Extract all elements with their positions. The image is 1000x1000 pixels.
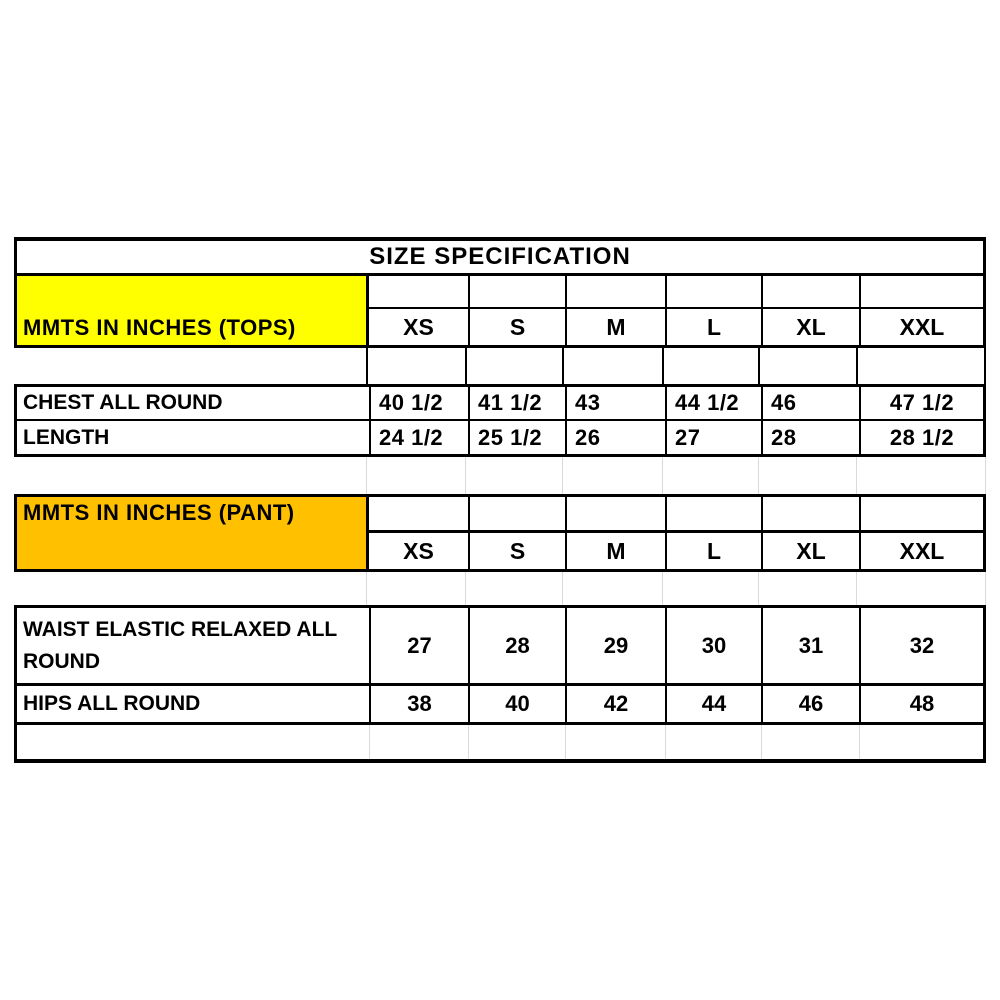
value-cell: 25 1/2: [468, 421, 565, 454]
value-cell: 28 1/2: [859, 421, 983, 454]
empty-cell: [662, 348, 758, 384]
pant-size-header: S: [468, 533, 565, 569]
empty-cell: [369, 276, 468, 309]
value-cell: 26: [565, 421, 665, 454]
empty-cell: [859, 497, 983, 533]
tops-measurements-block: CHEST ALL ROUND 40 1/2 41 1/2 43 44 1/2 …: [14, 384, 986, 457]
empty-cell: [468, 497, 565, 533]
empty-cell: [859, 725, 983, 759]
value-cell: 29: [565, 608, 665, 686]
empty-cell: [565, 276, 665, 309]
tops-size-header: L: [665, 309, 761, 345]
value-cell: 47 1/2: [859, 387, 983, 421]
value-cell: 40 1/2: [369, 387, 468, 421]
empty-cell: [565, 497, 665, 533]
spacer-row: [14, 457, 986, 494]
empty-cell: [366, 572, 465, 605]
pant-size-header: XS: [403, 537, 434, 564]
empty-cell: [859, 276, 983, 309]
value-cell: 41 1/2: [468, 387, 565, 421]
spacer-row: [14, 348, 986, 384]
tops-size-header: XS: [403, 313, 434, 340]
spacer-row: [14, 572, 986, 605]
tops-size-header: XL: [761, 309, 859, 345]
pant-size-header: L: [665, 533, 761, 569]
pant-section-label: MMTS IN INCHES (PANT): [17, 497, 369, 569]
row-label: HIPS ALL ROUND: [17, 686, 369, 725]
empty-cell: [665, 497, 761, 533]
empty-cell: [758, 457, 856, 494]
empty-cell: [758, 572, 856, 605]
empty-cell: [14, 572, 366, 605]
empty-cell: [662, 572, 758, 605]
row-label: LENGTH: [23, 425, 110, 449]
value-cell: 44 1/2: [665, 387, 761, 421]
empty-cell: [665, 276, 761, 309]
empty-cell: [465, 457, 562, 494]
value-cell: 48: [859, 686, 983, 725]
tops-size-header: S: [468, 309, 565, 345]
value-cell: 38: [369, 686, 468, 725]
empty-cell: [662, 457, 758, 494]
empty-cell: [562, 572, 662, 605]
value-cell: 46: [761, 686, 859, 725]
value-cell: 46: [761, 387, 859, 421]
empty-cell: [562, 348, 662, 384]
empty-cell: [761, 725, 859, 759]
pant-measurements-block: WAIST ELASTIC RELAXED ALL ROUND 27 28 29…: [14, 605, 986, 763]
empty-cell: [465, 348, 562, 384]
empty-cell: [562, 457, 662, 494]
value-cell: 44: [665, 686, 761, 725]
row-label: CHEST ALL ROUND: [17, 387, 369, 421]
pant-size-header: XXL: [859, 533, 983, 569]
tops-header-block: SIZE SPECIFICATION MMTS IN INCHES (TOPS)…: [14, 237, 986, 348]
empty-cell: [369, 725, 468, 759]
tops-section-label: MMTS IN INCHES (TOPS): [17, 276, 369, 345]
empty-cell: [565, 725, 665, 759]
page-title: SIZE SPECIFICATION: [17, 241, 983, 276]
empty-cell: [468, 725, 565, 759]
empty-cell: [761, 497, 859, 533]
tops-size-header: M: [565, 309, 665, 345]
value-cell: 27: [665, 421, 761, 454]
value-cell: 27: [369, 608, 468, 686]
empty-cell: [468, 276, 565, 309]
value-cell: 40: [468, 686, 565, 725]
empty-cell: [856, 348, 986, 384]
empty-cell: [758, 348, 856, 384]
value-cell: 43: [565, 387, 665, 421]
value-cell: 32: [859, 608, 983, 686]
value-cell: 28: [761, 421, 859, 454]
value-cell: 24 1/2: [369, 421, 468, 454]
pant-header-block: MMTS IN INCHES (PANT) XS S M L XL XXL: [14, 494, 986, 572]
pant-size-header: M: [565, 533, 665, 569]
empty-cell: [366, 348, 465, 384]
empty-cell: [17, 725, 369, 759]
pant-size-header: XL: [761, 533, 859, 569]
empty-cell: [369, 497, 468, 533]
value-cell: 31: [761, 608, 859, 686]
empty-cell: [465, 572, 562, 605]
empty-cell: [856, 572, 986, 605]
empty-cell: [856, 457, 986, 494]
empty-cell: [665, 725, 761, 759]
empty-cell: [366, 457, 465, 494]
row-label: WAIST ELASTIC RELAXED ALL ROUND: [17, 608, 369, 686]
value-cell: 30: [665, 608, 761, 686]
value-cell: 42: [565, 686, 665, 725]
value-cell: 28: [468, 608, 565, 686]
empty-cell: [14, 348, 366, 384]
empty-cell: [14, 457, 366, 494]
tops-size-header: XXL: [859, 309, 983, 345]
empty-cell: [761, 276, 859, 309]
